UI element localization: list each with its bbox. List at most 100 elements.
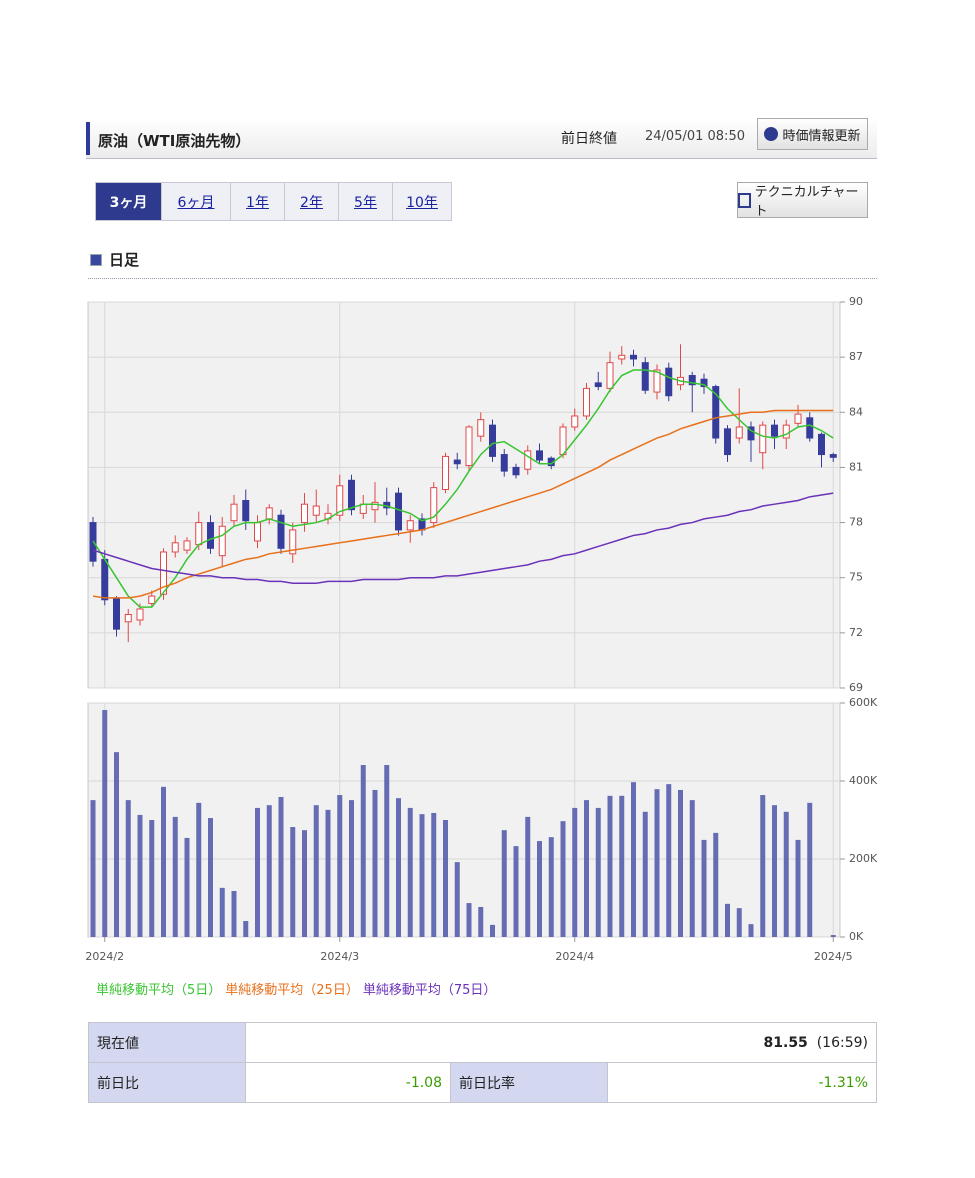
volume-bar <box>795 839 801 937</box>
candle-body <box>136 608 144 621</box>
period-tabs: 3ヶ月 6ヶ月 1年 2年 5年 10年 <box>95 182 452 221</box>
volume-bar <box>196 802 202 937</box>
tab[interactable]: 10年 <box>392 183 451 220</box>
candle-body <box>453 459 461 465</box>
volume-bar <box>114 752 119 937</box>
volume-bar <box>102 710 108 937</box>
volume-bar <box>525 816 531 937</box>
volume-bar <box>701 839 707 937</box>
volume-bar <box>466 903 472 937</box>
y-tick-label: 75 <box>849 571 863 584</box>
price-plot <box>87 301 841 689</box>
candle-body <box>500 454 508 472</box>
volume-bar <box>689 800 695 937</box>
candle-body <box>242 500 250 522</box>
volume-bar <box>454 862 460 937</box>
candle-body <box>230 503 238 522</box>
candle-body <box>406 520 414 531</box>
candle-body <box>371 501 379 511</box>
x-tick-label: 2024/5 <box>814 950 853 963</box>
candle-body <box>160 551 167 595</box>
volume-bar <box>243 921 249 937</box>
candle-body <box>265 507 273 520</box>
volume-bar <box>407 807 413 937</box>
candle-body <box>171 542 179 553</box>
candle-body <box>571 415 579 428</box>
candle-body <box>289 529 297 555</box>
volume-bar <box>325 809 331 937</box>
candle-body <box>442 455 449 490</box>
cell-value: -1.08 <box>245 1062 451 1103</box>
volume-bar <box>619 795 625 937</box>
candle-body <box>700 378 708 388</box>
volume-bar <box>172 816 178 937</box>
volume-bar <box>313 805 319 937</box>
y-tick-label: 84 <box>849 405 863 418</box>
refresh-button[interactable]: 時価情報更新 <box>757 118 868 150</box>
candle-body <box>747 426 755 441</box>
volume-bar <box>584 800 589 937</box>
legend: 単純移動平均（5日） 単純移動平均（25日） 単純移動平均（75日） <box>96 979 496 998</box>
candle-body <box>641 362 649 391</box>
volume-bar <box>513 846 519 937</box>
legend-entry: 単純移動平均（25日） <box>225 983 359 998</box>
quote-table: 現在値 81.55 (16:59) 前日比 -1.08 前日比率 -1.31% <box>88 1022 877 1103</box>
header-bar <box>86 118 877 159</box>
tab[interactable]: 3ヶ月 <box>96 183 161 220</box>
volume-bar <box>372 789 378 937</box>
y-tick-label: 0K <box>849 930 864 943</box>
y-tick-label: 600K <box>849 696 878 709</box>
chart-icon <box>738 192 751 208</box>
row: 前日比 -1.08 前日比率 -1.31% <box>88 1062 877 1103</box>
candle-body <box>618 354 626 360</box>
tab[interactable]: 2年 <box>284 183 338 220</box>
technical-chart-button[interactable]: テクニカルチャート <box>737 182 868 219</box>
header-accent <box>86 122 90 155</box>
tab[interactable]: 1年 <box>230 183 284 220</box>
volume-bar <box>807 802 813 937</box>
volume-bar <box>501 830 507 937</box>
tab[interactable]: 5年 <box>338 183 392 220</box>
candle-body <box>771 424 778 437</box>
candle-body <box>148 595 156 604</box>
candle-body <box>312 505 320 516</box>
chart: 69 72 75 78 81 84 87 90 0K 200K 400K 600K 2024/2 2024… <box>85 295 878 963</box>
candle-body <box>735 426 743 439</box>
tab[interactable]: 6ヶ月 <box>161 183 230 220</box>
volume-bar <box>219 887 225 937</box>
volume-bar <box>642 811 648 937</box>
candle-body <box>606 362 614 389</box>
volume-bar <box>161 786 166 937</box>
volume-bar <box>125 800 131 937</box>
candle-body <box>277 514 285 549</box>
x-tick-label: 2024/3 <box>320 950 359 963</box>
volume-bar <box>654 789 660 937</box>
volume-bar <box>349 800 354 937</box>
candle-body <box>512 466 520 476</box>
candle-body <box>806 417 814 439</box>
volume-bar <box>184 837 190 937</box>
candle-body <box>829 454 837 458</box>
candle-body <box>207 522 214 549</box>
candle-body <box>794 413 802 424</box>
volume-bar <box>431 812 437 937</box>
y-tick-label: 87 <box>849 350 863 363</box>
volume-bar <box>302 830 307 937</box>
candle-body <box>724 428 731 456</box>
cell-label: 現在値 <box>88 1022 246 1063</box>
volume-bar <box>736 908 742 937</box>
candle-body <box>218 525 226 557</box>
candle-body <box>712 386 720 439</box>
volume-bar <box>90 800 96 937</box>
volume-bar <box>548 837 554 937</box>
y-tick-label: 72 <box>849 626 863 639</box>
volume-bar <box>748 924 754 937</box>
prev-close-label: 前日終値 <box>561 131 617 147</box>
current-value: 81.55 <box>763 1034 808 1051</box>
candle-body <box>430 487 438 524</box>
volume-bar <box>560 821 566 937</box>
candle-body <box>183 540 191 551</box>
volume-bar <box>595 807 601 937</box>
volume-bar <box>137 814 143 937</box>
candle-body <box>477 419 485 437</box>
